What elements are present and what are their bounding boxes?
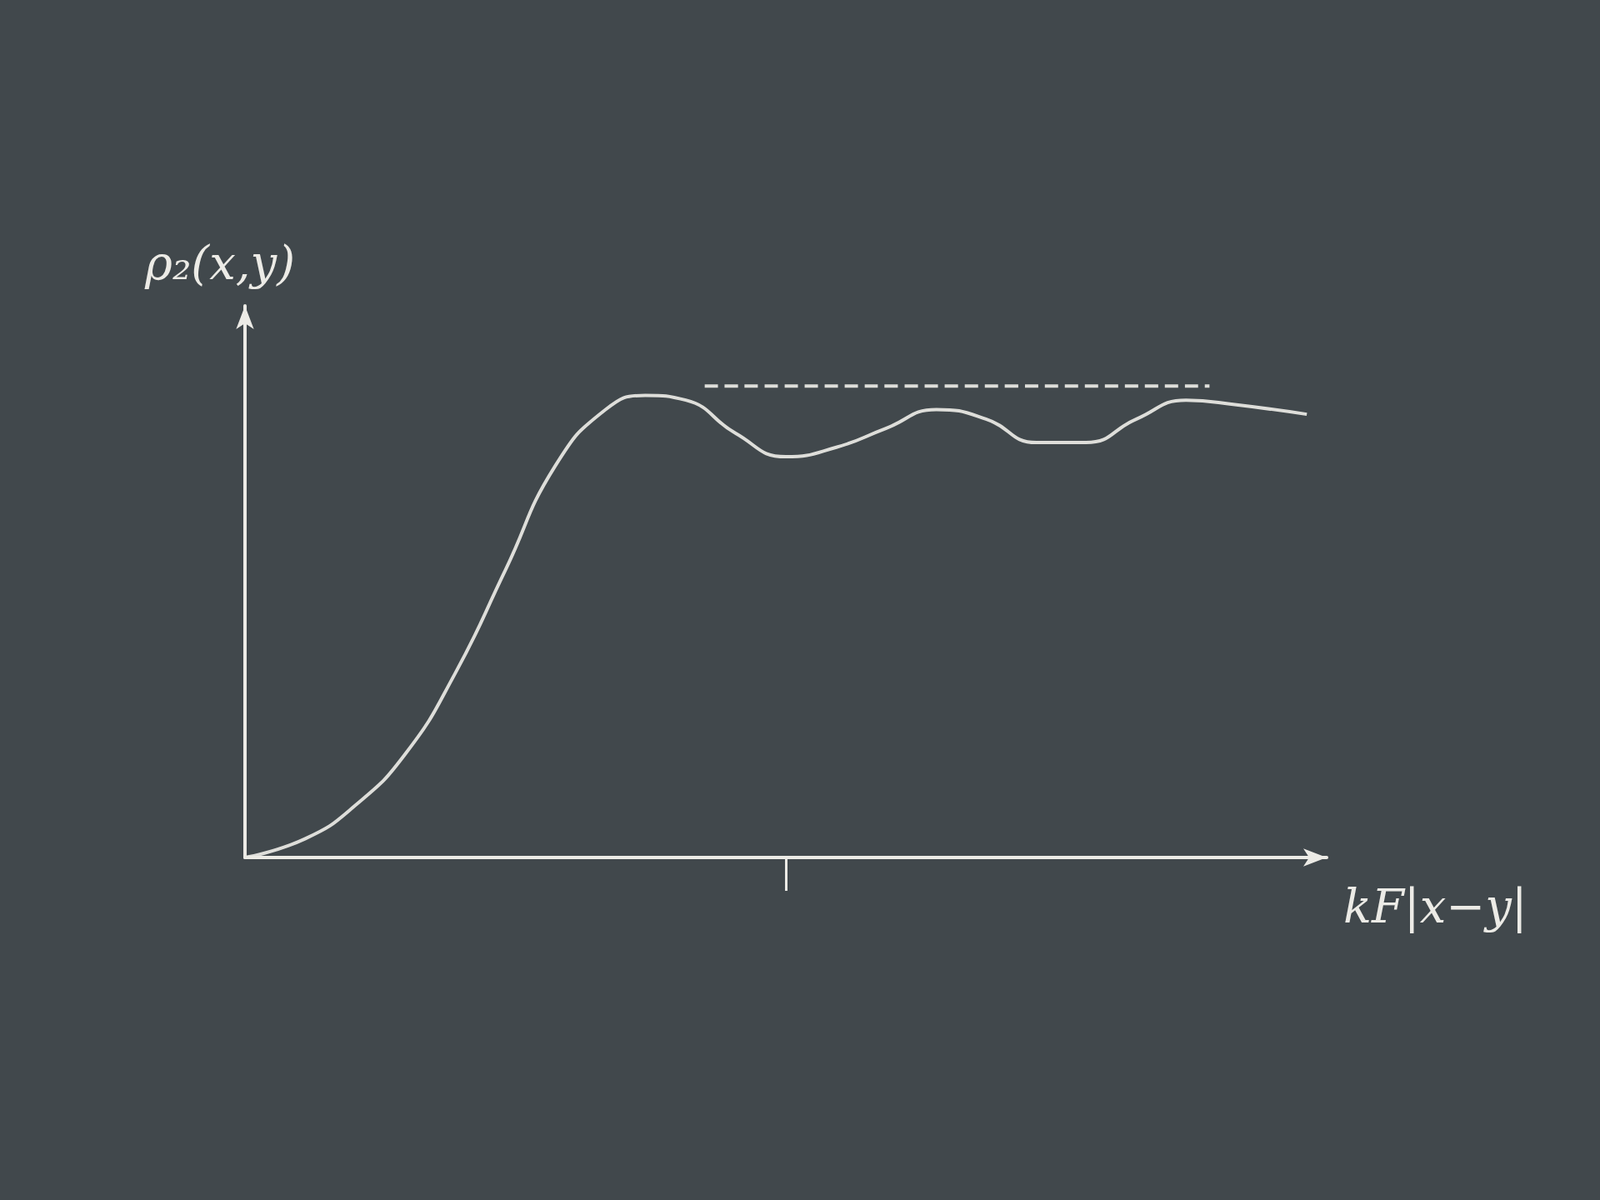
svg-text:kF|x−y|: kF|x−y|	[1343, 879, 1528, 934]
svg-text:ρ₂(x,y): ρ₂(x,y)	[144, 235, 295, 290]
